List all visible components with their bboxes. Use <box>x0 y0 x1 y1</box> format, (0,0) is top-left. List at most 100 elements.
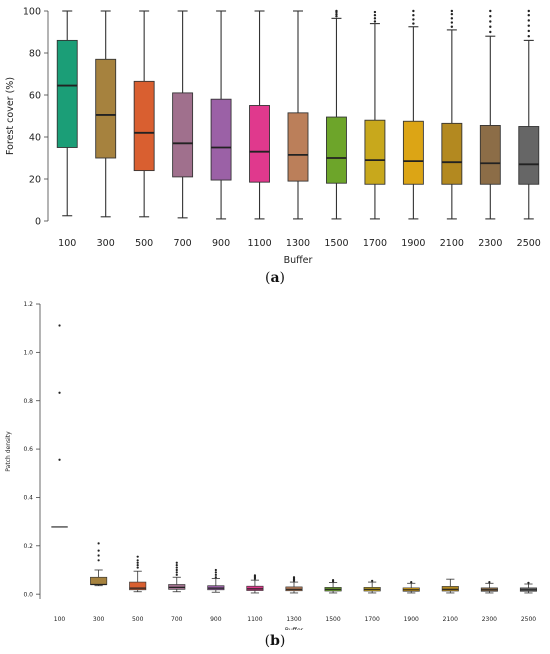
outlier-point <box>175 571 178 574</box>
outlier-point <box>58 458 61 461</box>
outlier-point <box>527 35 530 38</box>
outlier-point <box>97 549 100 552</box>
outlier-point <box>489 25 492 28</box>
outlier-point <box>412 22 415 25</box>
outlier-point <box>97 554 100 557</box>
iqr-box <box>402 120 424 185</box>
iqr-box <box>133 80 155 172</box>
outlier-point <box>136 559 139 562</box>
outlier-point <box>335 12 338 16</box>
outlier-point <box>214 568 217 572</box>
outlier-point <box>373 14 377 17</box>
iqr-box <box>326 116 347 184</box>
outlier-point <box>527 24 530 27</box>
box-2300 <box>480 580 498 594</box>
x-tick-label: 300 <box>97 238 115 249</box>
y-tick-label: 20 <box>29 174 41 185</box>
box-1900 <box>402 9 424 220</box>
x-tick-label: 2300 <box>478 238 502 249</box>
y-tick-label: 0 <box>35 216 41 227</box>
outlier-point <box>527 581 530 584</box>
outlier-point <box>489 30 492 34</box>
box-100 <box>56 10 78 217</box>
outlier-point <box>373 17 377 20</box>
outlier-point <box>97 542 100 545</box>
outlier-point <box>450 21 454 24</box>
outlier-point <box>412 9 415 13</box>
outlier-point <box>136 566 139 569</box>
x-tick-label: 1100 <box>247 616 262 623</box>
iqr-box <box>129 581 147 591</box>
y-tick-label: 60 <box>29 90 41 101</box>
x-tick-label: 2100 <box>440 238 464 249</box>
outlier-point <box>410 580 413 584</box>
box-500 <box>129 555 147 593</box>
box-300 <box>90 542 108 587</box>
caption-b: (b) <box>264 633 286 649</box>
outlier-point <box>412 18 415 21</box>
x-tick-label: 1300 <box>286 238 310 249</box>
forest-cover-boxplot: 0 20 40 60 80 100 Forest cover (%) 100 300 500 700… <box>5 6 541 266</box>
caption-a: (a) <box>264 270 285 286</box>
x-tick-label: 2100 <box>443 616 458 623</box>
iqr-box <box>90 576 108 585</box>
outlier-point <box>450 17 454 20</box>
x-axis-title: Buffer <box>285 627 304 630</box>
x-tick-label: 1900 <box>401 238 425 249</box>
outlier-point <box>136 564 139 567</box>
x-tick-label: 1300 <box>286 616 301 623</box>
box-900 <box>210 10 232 220</box>
outlier-point <box>175 564 178 567</box>
x-tick-label: 2500 <box>517 238 541 249</box>
x-tick-label: 100 <box>58 238 76 249</box>
outlier-point <box>489 15 492 18</box>
x-axis-title: Buffer <box>284 255 313 266</box>
x-tick-label: 2500 <box>521 616 536 623</box>
box-100 <box>51 324 68 528</box>
outlier-point <box>214 571 217 574</box>
iqr-box <box>479 125 501 185</box>
outlier-point <box>175 566 178 569</box>
outlier-point <box>412 14 415 17</box>
y-tick-label: 0.0 <box>23 591 33 598</box>
outlier-point <box>373 10 377 14</box>
outlier-point <box>527 9 530 13</box>
y-tick-label: 40 <box>29 132 41 143</box>
outlier-point <box>489 20 492 23</box>
box-1300 <box>287 10 309 220</box>
y-tick-label: 0.2 <box>23 543 33 550</box>
iqr-box <box>441 122 463 185</box>
x-tick-label: 1900 <box>404 616 419 623</box>
box-1300 <box>285 576 303 594</box>
y-tick-label: 1.0 <box>23 349 33 356</box>
outlier-point <box>373 20 377 23</box>
outlier-point <box>58 324 61 327</box>
box-1100 <box>246 574 264 594</box>
outlier-point <box>527 14 530 17</box>
outlier-point <box>175 561 178 564</box>
x-tick-label: 2300 <box>482 616 497 623</box>
x-tick-label: 900 <box>210 616 222 623</box>
patch-density-boxplot: 0.0 0.2 0.4 0.6 0.8 1.0 1.2 Patch density 100 300… <box>5 301 537 630</box>
iqr-box <box>518 126 540 185</box>
outlier-point <box>331 579 335 582</box>
x-tick-label: 700 <box>171 616 183 623</box>
box-1500 <box>324 579 342 594</box>
outlier-point <box>214 576 217 579</box>
box-1100 <box>249 10 270 220</box>
box-1900 <box>402 580 420 594</box>
iqr-box <box>364 119 386 185</box>
box-2500 <box>518 9 540 220</box>
box-1700 <box>363 579 381 594</box>
box-900 <box>207 568 225 593</box>
x-tick-label: 500 <box>132 616 144 623</box>
x-tick-label: 500 <box>135 238 153 249</box>
box-500 <box>133 10 155 218</box>
y-tick-label: 0.6 <box>23 446 33 453</box>
iqr-box <box>249 105 270 183</box>
box-700 <box>168 561 186 593</box>
outlier-point <box>253 574 257 577</box>
box-2100 <box>441 578 459 594</box>
x-tick-label: 1100 <box>247 238 271 249</box>
